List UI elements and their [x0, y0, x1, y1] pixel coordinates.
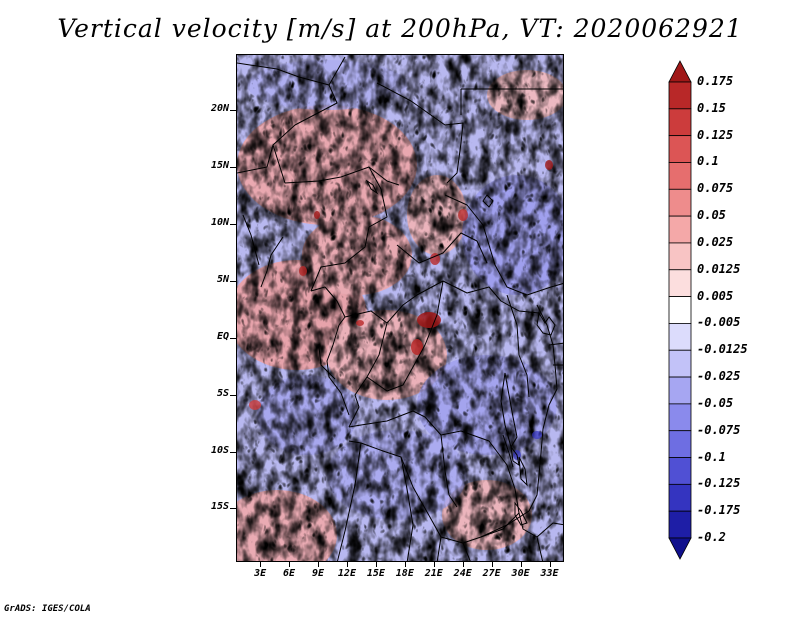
colorbar-label: -0.2	[697, 530, 726, 544]
lat-label: 5S	[216, 387, 229, 399]
colorbar-swatch	[668, 215, 692, 244]
lat-label: 5N	[216, 273, 229, 285]
colorbar-label: 0.05	[697, 208, 726, 223]
colorbar-label: -0.1	[697, 449, 726, 464]
colorbar-swatch	[668, 296, 692, 324]
lon-tick	[404, 562, 406, 567]
colorbar-label: 0.175	[697, 74, 734, 88]
lon-tick	[433, 562, 435, 567]
colorbar-label: -0.125	[697, 476, 741, 491]
lon-label: 21E	[424, 568, 443, 579]
vertical-velocity-map	[237, 55, 563, 561]
lon-label: 15E	[366, 568, 385, 579]
colorbar-swatch	[668, 135, 692, 163]
colorbar-label: 0.1	[697, 154, 719, 169]
colorbar-label: 0.15	[697, 100, 726, 115]
colorbar-swatch	[668, 510, 692, 539]
lat-label: 10N	[210, 216, 229, 228]
map-panel	[236, 54, 564, 562]
colorbar-label: -0.0125	[697, 342, 748, 357]
colorbar-label: 0.0125	[697, 261, 741, 276]
lon-tick	[289, 562, 291, 567]
lon-tick	[375, 562, 377, 567]
colorbar-swatch	[668, 81, 692, 110]
lon-label: 27E	[482, 568, 501, 579]
colorbar-swatch	[668, 242, 692, 271]
colorbar-swatch	[668, 483, 692, 512]
lon-label: 3E	[254, 568, 267, 579]
colorbar-swatch	[668, 323, 692, 351]
lon-label: 6E	[283, 568, 296, 579]
colorbar-swatch	[668, 108, 692, 137]
lakes	[365, 179, 556, 526]
lat-label: 15N	[210, 159, 229, 171]
lat-tick	[230, 508, 236, 510]
lat-tick	[230, 394, 236, 396]
convective-cells	[249, 160, 553, 460]
colorbar-label: 0.005	[697, 288, 734, 303]
country-borders	[237, 56, 563, 561]
colorbar-label: -0.025	[697, 369, 741, 384]
lon-tick	[318, 562, 319, 567]
colorbar-swatch	[668, 376, 692, 405]
lat-tick	[230, 451, 236, 453]
lon-tick	[346, 562, 348, 567]
lon-label: 30E	[511, 568, 530, 579]
lat-tick	[230, 280, 236, 282]
lat-label: 15S	[210, 501, 229, 513]
lon-label: 18E	[395, 568, 414, 579]
colorbar-label: -0.075	[697, 422, 741, 437]
colorbar-swatch	[668, 162, 692, 190]
chart-title: Vertical velocity [m/s] at 200hPa, VT: 2…	[57, 14, 743, 43]
colorbar	[668, 60, 692, 560]
colorbar-swatch	[668, 269, 692, 297]
colorbar-swatch	[668, 430, 692, 458]
colorbar-swatch	[668, 403, 692, 432]
credit-text: GrADS: IGES/COLA	[4, 604, 91, 614]
colorbar-label: 0.125	[697, 127, 734, 142]
lat-tick	[230, 337, 236, 339]
colorbar-swatch	[668, 188, 692, 217]
colorbar-label: 0.075	[697, 181, 734, 196]
lat-label: 20N	[210, 102, 229, 114]
lat-tick	[230, 166, 236, 168]
lon-label: 24E	[453, 568, 472, 579]
lon-tick	[462, 562, 464, 567]
lon-tick	[549, 562, 551, 567]
lon-label: 9E	[311, 568, 325, 579]
colorbar-label: -0.05	[697, 395, 734, 410]
colorbar-label: -0.175	[697, 503, 741, 518]
colorbar-label: 0.025	[697, 234, 734, 249]
colorbar-swatch	[668, 60, 692, 83]
lon-tick	[491, 562, 493, 567]
lat-tick	[230, 223, 236, 225]
colorbar-swatch	[668, 457, 692, 485]
lat-tick	[230, 109, 236, 111]
lon-tick	[260, 562, 262, 567]
lon-tick	[520, 562, 522, 567]
lon-label: 33E	[540, 568, 559, 579]
colorbar-label: -0.005	[697, 315, 741, 330]
colorbar-swatch	[668, 537, 692, 560]
colorbar-swatch	[668, 349, 692, 378]
lat-label: 10S	[210, 444, 229, 456]
lat-label: EQ	[216, 330, 229, 342]
lon-label: 12E	[337, 568, 356, 579]
